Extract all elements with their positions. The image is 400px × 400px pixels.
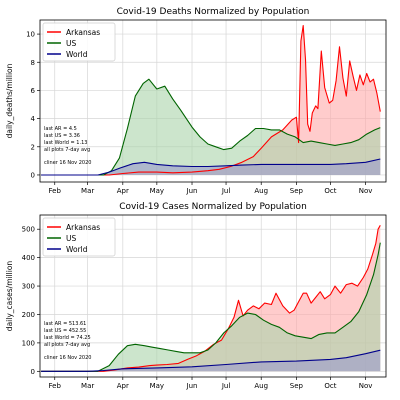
y-tick-label: 500 (22, 226, 35, 234)
x-tick-label: Feb (49, 382, 62, 390)
legend: Arkansas US World (42, 217, 116, 257)
series-line-world (41, 349, 381, 372)
y-tick-label: 300 (22, 283, 35, 291)
annotation-line: last AR = 4.5 (44, 126, 77, 132)
annotation-line: last World = 74.25 (44, 335, 91, 341)
x-tick-label: Jun (186, 382, 198, 390)
x-tick-label: May (150, 382, 164, 390)
x-tick-label: Apr (117, 382, 129, 390)
cases-chart: Covid-19 Cases Normalized by Population 0… (5, 202, 387, 390)
y-tick-label: 0 (31, 171, 35, 179)
x-tick-label: Jul (221, 382, 231, 390)
series-lines (41, 225, 381, 372)
annotation-line: last US = 452.55 (44, 328, 86, 334)
series-area-world (41, 350, 381, 372)
deaths-chart: Covid-19 Deaths Normalized by Population… (5, 7, 387, 195)
annotation-line: last AR = 513.61 (44, 321, 86, 327)
series-area-arkansas (41, 225, 381, 372)
series-lines (41, 25, 381, 176)
x-tick-label: Feb (49, 187, 62, 195)
annotation-line: last World = 1.13 (44, 140, 87, 146)
legend-label: US (66, 234, 76, 243)
series-line-arkansas (41, 225, 381, 372)
legend-label: Arkansas (66, 28, 100, 37)
y-tick-label: 6 (31, 87, 36, 95)
axes-frame (39, 19, 387, 183)
y-axis-label: daily_deaths/million (5, 63, 14, 138)
y-tick-label: 10 (26, 31, 35, 39)
x-tick-label: Jun (186, 187, 198, 195)
x-tick-label: Nov (359, 187, 373, 195)
y-tick-label: 200 (22, 311, 35, 319)
y-tick-label: 2 (31, 143, 35, 151)
y-tick-label: 8 (31, 59, 35, 67)
legend-label: Arkansas (66, 223, 100, 232)
series-line-world (41, 158, 381, 176)
axes-frame (39, 214, 387, 378)
x-tick-label: Oct (324, 382, 336, 390)
credit-text: cliner 16 Nov 2020 (44, 355, 91, 361)
series-line-us (41, 78, 381, 176)
legend-label: World (66, 245, 88, 254)
series-area-us (41, 79, 381, 175)
series-area-world (41, 159, 381, 175)
x-tick-label: Sep (290, 382, 304, 390)
x-tick-label: Apr (117, 187, 129, 195)
y-tick-label: 4 (31, 115, 36, 123)
x-tick-label: Sep (290, 187, 304, 195)
x-tick-label: Jul (221, 187, 231, 195)
y-tick-label: 100 (22, 339, 35, 347)
x-tick-label: Mar (81, 187, 94, 195)
annotation-line: all plots 7-day avg (44, 342, 90, 348)
y-tick-label: 400 (22, 254, 35, 262)
series-line-us (41, 242, 381, 372)
legend: Arkansas US World (42, 22, 116, 62)
y-tick-label: 0 (31, 368, 35, 376)
y-axis-label: daily_cases/million (5, 261, 14, 332)
chart-title: Covid-19 Deaths Normalized by Population (117, 7, 310, 17)
x-tick-label: Aug (254, 187, 268, 195)
series-fills (41, 225, 381, 372)
x-tick-label: Mar (81, 382, 94, 390)
annotation-line: all plots 7-day avg (44, 147, 90, 153)
x-tick-label: Nov (359, 382, 373, 390)
chart-title: Covid-19 Cases Normalized by Population (119, 202, 307, 212)
x-tick-label: May (150, 187, 164, 195)
credit-text: cliner 16 Nov 2020 (44, 160, 91, 166)
legend-label: US (66, 39, 76, 48)
x-tick-label: Oct (324, 187, 336, 195)
series-line-arkansas (41, 25, 381, 176)
legend-label: World (66, 50, 88, 59)
x-tick-label: Aug (254, 382, 268, 390)
series-area-us (41, 242, 381, 372)
annotation-line: last US = 3.36 (44, 133, 80, 139)
